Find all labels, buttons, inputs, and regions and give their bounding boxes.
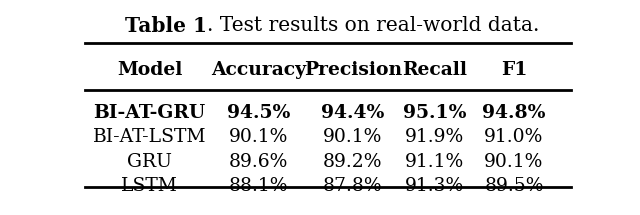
Text: 91.3%: 91.3% (405, 177, 464, 195)
Text: 88.1%: 88.1% (229, 177, 288, 195)
Text: 94.4%: 94.4% (321, 104, 385, 122)
Text: 89.2%: 89.2% (323, 153, 383, 171)
Text: 90.1%: 90.1% (484, 153, 544, 171)
Text: LSTM: LSTM (121, 177, 178, 195)
Text: 95.1%: 95.1% (403, 104, 467, 122)
Text: 87.8%: 87.8% (323, 177, 383, 195)
Text: BI-AT-GRU: BI-AT-GRU (93, 104, 205, 122)
Text: Accuracy: Accuracy (211, 61, 306, 79)
Text: Recall: Recall (402, 61, 467, 79)
Text: F1: F1 (501, 61, 527, 79)
Text: Precision: Precision (304, 61, 402, 79)
Text: 94.8%: 94.8% (483, 104, 546, 122)
Text: 90.1%: 90.1% (323, 128, 383, 146)
Text: . Test results on real-world data.: . Test results on real-world data. (207, 16, 539, 35)
Text: 91.1%: 91.1% (405, 153, 464, 171)
Text: 89.6%: 89.6% (229, 153, 288, 171)
Text: 91.0%: 91.0% (484, 128, 544, 146)
Text: Model: Model (116, 61, 182, 79)
Text: Table 1: Table 1 (125, 16, 207, 36)
Text: 94.5%: 94.5% (227, 104, 291, 122)
Text: GRU: GRU (127, 153, 172, 171)
Text: 91.9%: 91.9% (405, 128, 464, 146)
Text: 90.1%: 90.1% (229, 128, 288, 146)
Text: BI-AT-LSTM: BI-AT-LSTM (93, 128, 206, 146)
Text: 89.5%: 89.5% (484, 177, 544, 195)
